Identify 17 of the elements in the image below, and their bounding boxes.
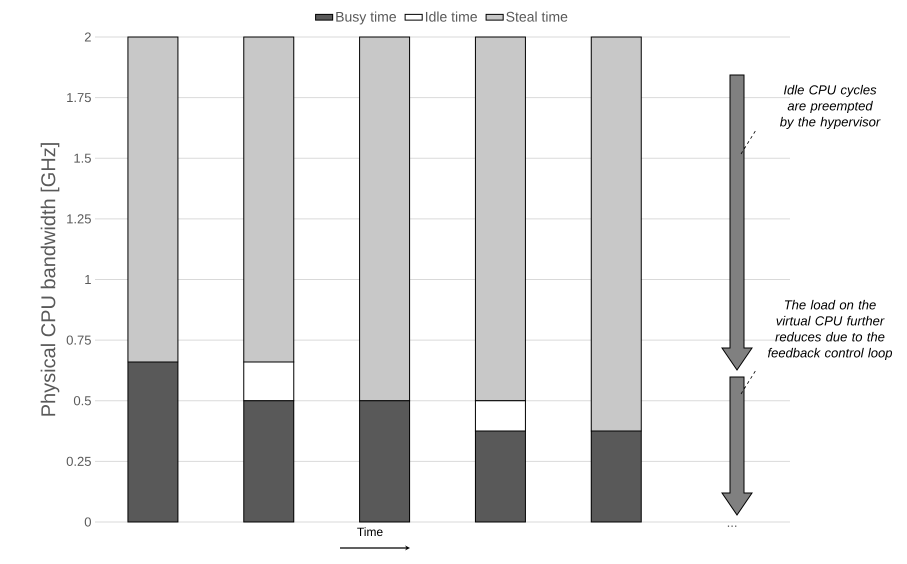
y-tick-label: 0.25 [66,456,91,466]
y-tick-label: 0.75 [66,336,91,345]
legend-label: Busy time [336,11,396,24]
y-tick-label: 1 [85,275,91,284]
y-tick-label: 1.25 [67,214,91,224]
y-tick-label: 0.5 [74,396,91,406]
annotation: Idle CPU cycles are preempted by the hypervisor [780,84,881,130]
y-tick-label: 2 [84,32,91,42]
y-tick-label: 0 [84,517,91,527]
x-axis-title: Time [357,527,383,536]
legend-label: Steal time [506,11,568,22]
y-tick-label: 1.75 [67,93,91,102]
annotation: The load on the virtual CPU further reduces due to the feedback control loop [768,300,892,360]
y-axis-title: Physical CPU bandwidth [GHz] [40,143,60,416]
y-tick-label: 1.5 [74,154,91,163]
x-tick-label: ... [728,526,736,527]
legend-label: Idle time [426,11,477,22]
